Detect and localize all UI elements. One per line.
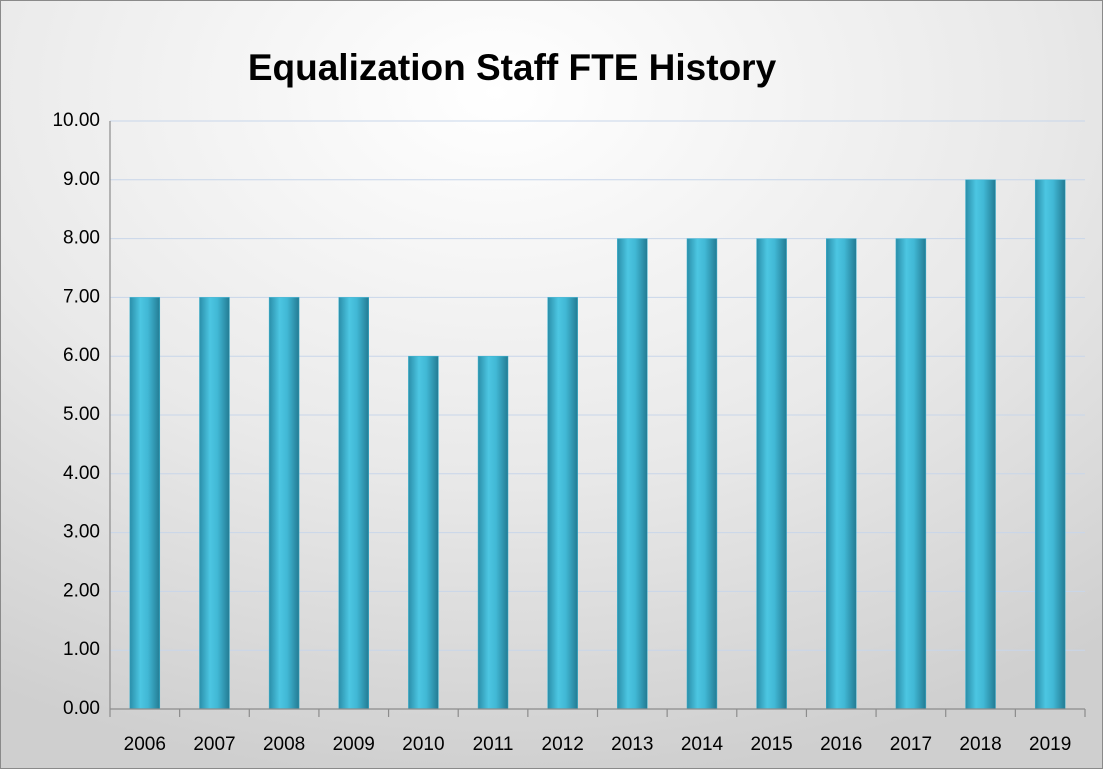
y-tick-label: 9.00 xyxy=(63,169,100,190)
x-tick-label: 2015 xyxy=(750,734,792,755)
bar xyxy=(408,355,439,710)
bar xyxy=(199,297,230,710)
x-tick-label: 2012 xyxy=(542,734,584,755)
y-tick-label: 10.00 xyxy=(52,110,100,131)
bar xyxy=(965,179,996,710)
x-tick-label: 2006 xyxy=(124,734,166,755)
y-tick-label: 8.00 xyxy=(63,228,100,249)
y-tick-label: 7.00 xyxy=(63,286,100,307)
bar xyxy=(547,297,578,710)
bar xyxy=(268,297,300,710)
x-tick-label: 2009 xyxy=(333,734,375,755)
bar xyxy=(895,238,927,710)
x-tick-label: 2013 xyxy=(611,734,653,755)
chart-title: Equalization Staff FTE History xyxy=(248,47,777,88)
x-tick-label: 2019 xyxy=(1029,734,1071,755)
y-tick-label: 6.00 xyxy=(63,345,100,366)
bar xyxy=(617,238,648,710)
bar xyxy=(1034,179,1066,710)
x-tick-label: 2018 xyxy=(959,734,1001,755)
x-tick-label: 2014 xyxy=(681,734,724,755)
bar xyxy=(477,355,509,710)
x-tick-label: 2011 xyxy=(473,734,514,755)
y-tick-label: 5.00 xyxy=(63,404,100,425)
bar xyxy=(756,238,787,710)
y-tick-label: 3.00 xyxy=(63,522,100,543)
y-tick-label: 0.00 xyxy=(63,698,100,719)
y-tick-label: 4.00 xyxy=(63,463,100,484)
bar xyxy=(338,297,369,710)
x-tick-label: 2007 xyxy=(193,734,235,755)
y-tick-label: 2.00 xyxy=(63,580,100,601)
x-tick-label: 2010 xyxy=(402,734,444,755)
x-tick-label: 2017 xyxy=(890,734,932,755)
y-tick-label: 1.00 xyxy=(63,639,100,660)
bar xyxy=(686,238,718,710)
bar xyxy=(129,297,161,710)
bar xyxy=(826,238,857,710)
x-tick-label: 2008 xyxy=(263,734,305,755)
x-tick-label: 2016 xyxy=(820,734,862,755)
